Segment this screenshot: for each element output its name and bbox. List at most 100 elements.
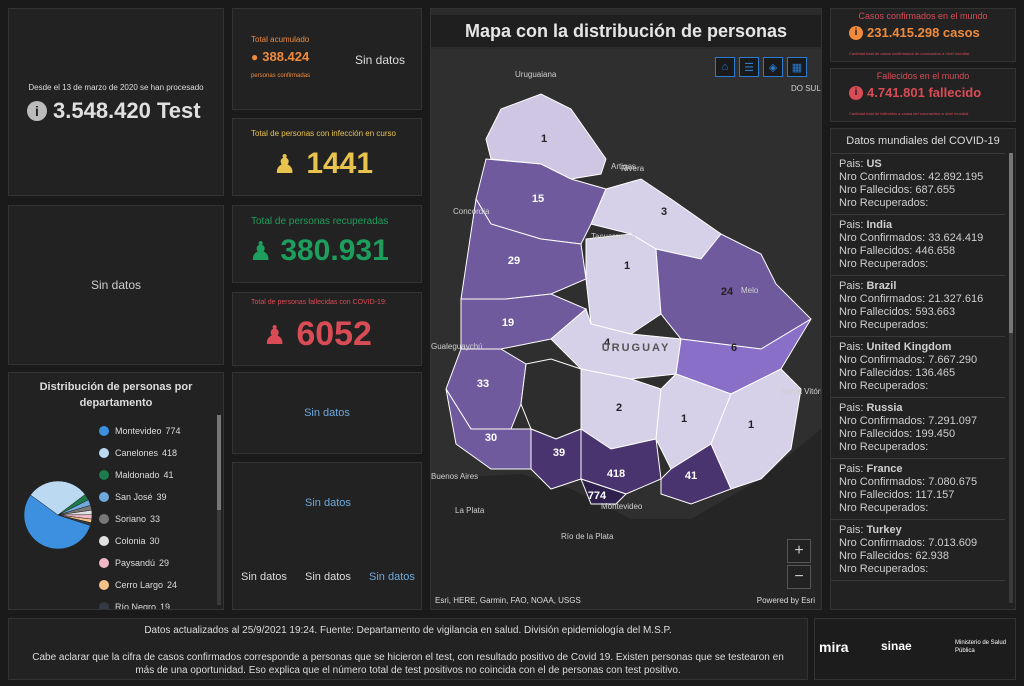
country-field-pais: Pais: United Kingdom [839, 341, 999, 354]
country-field-fallecidos: Nro Fallecidos: 62.938 [839, 550, 999, 563]
legend-item[interactable]: Soriano 33 [99, 508, 209, 530]
dept-scroll-thumb[interactable] [217, 415, 221, 510]
dept-count-label: 3 [661, 206, 667, 218]
legend-list-icon[interactable]: ☰ [739, 57, 759, 77]
legend-swatch [99, 492, 109, 502]
dept-count-label: 1 [748, 419, 754, 431]
country-field-recuperados: Nro Recuperados: [839, 319, 999, 332]
legend-item[interactable]: Río Negro 19 [99, 596, 209, 610]
world-deaths-row: i 4.741.801 fallecido [849, 85, 981, 100]
dept-maldonado[interactable] [660, 443, 732, 505]
world-country-list[interactable]: Pais: US Nro Confirmados: 42.892.195 Nro Fal… [831, 153, 1005, 603]
dept-count-label: 6 [731, 342, 737, 354]
nodata-label: Sin datos [304, 407, 350, 419]
country-label: URUGUAY [602, 342, 671, 354]
place-labels: Uruguaiana Artigas Concordia Rivera Tacuarem… [431, 70, 821, 541]
legend-item[interactable]: Paysandú 29 [99, 552, 209, 574]
accum-row: ● 388.424 [251, 49, 335, 64]
field-label: Pais: [839, 524, 864, 536]
zoom-out-button[interactable]: − [787, 565, 811, 589]
world-deaths-sub: Cantidad total de fallecidos a causa del… [849, 111, 970, 116]
accum-label: Total acumulado [251, 35, 310, 44]
dept-cerro-largo[interactable] [655, 233, 812, 350]
world-scrollbar[interactable] [1009, 153, 1013, 603]
place-label: Uruguaiana [515, 70, 557, 79]
field-label: Nro Recuperados: [839, 258, 929, 270]
field-label: Pais: [839, 463, 864, 475]
legend-item[interactable]: Canelones 418 [99, 442, 209, 464]
legend-item[interactable]: Cerro Largo 24 [99, 574, 209, 596]
country-field-confirmados: Nro Confirmados: 7.667.290 [839, 354, 999, 367]
field-value: 62.938 [915, 550, 950, 562]
field-label: Pais: [839, 158, 864, 170]
country-card[interactable]: Pais: Brazil Nro Confirmados: 21.327.616 Nro… [831, 276, 1005, 337]
legend-value: 30 [149, 536, 160, 546]
country-card[interactable]: Pais: France Nro Confirmados: 7.080.675 Nro … [831, 459, 1005, 520]
world-deaths-panel: Fallecidos en el mundo i 4.741.801 falle… [830, 68, 1016, 122]
pie-slice-r-o-negro[interactable] [57, 514, 92, 526]
active-panel: Total de personas con infección en curso… [232, 118, 422, 196]
map-canvas[interactable]: 1 15 3 29 1 24 19 4 6 33 2 1 1 30 39 418 41 774 URUGUAY Ur… [431, 49, 821, 609]
layers-icon[interactable]: ◈ [763, 57, 783, 77]
field-label: Nro Fallecidos: [839, 367, 913, 379]
world-data-title: Datos mundiales del COVID-19 [846, 135, 1000, 147]
field-label: Nro Recuperados: [839, 380, 929, 392]
mira-logo: mira [819, 639, 849, 655]
active-label: Total de personas con infección en curso [251, 129, 396, 138]
world-scroll-thumb[interactable] [1009, 153, 1013, 333]
pie-slice-montevideo[interactable] [23, 494, 91, 550]
nodata-label: Sin datos [241, 571, 287, 583]
dept-panel: Distribución de personas por departament… [8, 372, 224, 610]
world-cases-row: i 231.415.298 casos [849, 25, 980, 40]
field-value: 7.080.675 [928, 476, 978, 488]
country-card[interactable]: Pais: India Nro Confirmados: 33.624.419 Nro … [831, 215, 1005, 276]
place-label: DO SUL [791, 84, 821, 93]
country-field-fallecidos: Nro Fallecidos: 593.663 [839, 306, 999, 319]
legend-value: 774 [165, 426, 181, 436]
legend-item[interactable]: San José 39 [99, 486, 209, 508]
legend-item[interactable]: Colonia 30 [99, 530, 209, 552]
legend-item[interactable]: Montevideo 774 [99, 420, 209, 442]
dept-count-label: 1 [681, 413, 687, 425]
dept-count-label: 39 [553, 447, 565, 459]
place-label: La Plata [455, 506, 485, 515]
recovered-label: Total de personas recuperadas [251, 216, 389, 227]
map-title: Mapa con la distribución de personas [431, 15, 821, 47]
home-icon[interactable]: ⌂ [715, 57, 735, 77]
legend-value: 19 [160, 602, 171, 610]
country-card[interactable]: Pais: Russia Nro Confirmados: 7.291.097 Nro … [831, 398, 1005, 459]
legend-label: San José [115, 492, 153, 502]
country-field-confirmados: Nro Confirmados: 33.624.419 [839, 232, 999, 245]
basemap-gallery-icon[interactable]: ▦ [787, 57, 807, 77]
dept-montevideo[interactable] [580, 478, 627, 505]
recovered-value: 380.931 [280, 234, 389, 267]
field-label: Pais: [839, 219, 864, 231]
place-label: Montevideo [601, 502, 643, 511]
dept-tacuarembo[interactable] [585, 233, 662, 335]
dept-title: Distribución de personas por departament… [39, 381, 193, 409]
country-card[interactable]: Pais: Turkey Nro Confirmados: 7.013.609 Nro … [831, 520, 1005, 581]
dept-count-labels: 1 15 3 29 1 24 19 4 6 33 2 1 1 30 39 418 41 774 URUGUAY [477, 133, 754, 502]
country-field-fallecidos: Nro Fallecidos: 687.655 [839, 184, 999, 197]
field-label: Nro Recuperados: [839, 319, 929, 331]
map-powered[interactable]: Powered by Esri [756, 596, 815, 605]
sinae-logo: sinae [881, 639, 912, 653]
field-label: Nro Fallecidos: [839, 489, 913, 501]
legend-swatch [99, 536, 109, 546]
dept-count-label: 2 [616, 402, 622, 414]
pie-slice-canelones[interactable] [30, 480, 86, 516]
zoom-in-button[interactable]: + [787, 539, 811, 563]
country-card[interactable]: Pais: US Nro Confirmados: 42.892.195 Nro Fal… [831, 154, 1005, 215]
country-field-fallecidos: Nro Fallecidos: 136.465 [839, 367, 999, 380]
place-label: Rivera [621, 164, 645, 173]
country-card[interactable]: Pais: United Kingdom Nro Confirmados: 7.667… [831, 337, 1005, 398]
dept-count-label: 15 [532, 193, 544, 205]
field-value: France [866, 463, 903, 475]
legend-item[interactable]: Maldonado 41 [99, 464, 209, 486]
field-label: Pais: [839, 280, 864, 292]
recovered-panel: Total de personas recuperadas ♟ 380.931 [232, 205, 422, 283]
legend-label: Río Negro [115, 602, 157, 610]
field-value: 446.658 [915, 245, 956, 257]
deceased-panel: Total de personas fallecidas con COVID-1… [232, 292, 422, 366]
dept-scrollbar[interactable] [217, 415, 221, 605]
